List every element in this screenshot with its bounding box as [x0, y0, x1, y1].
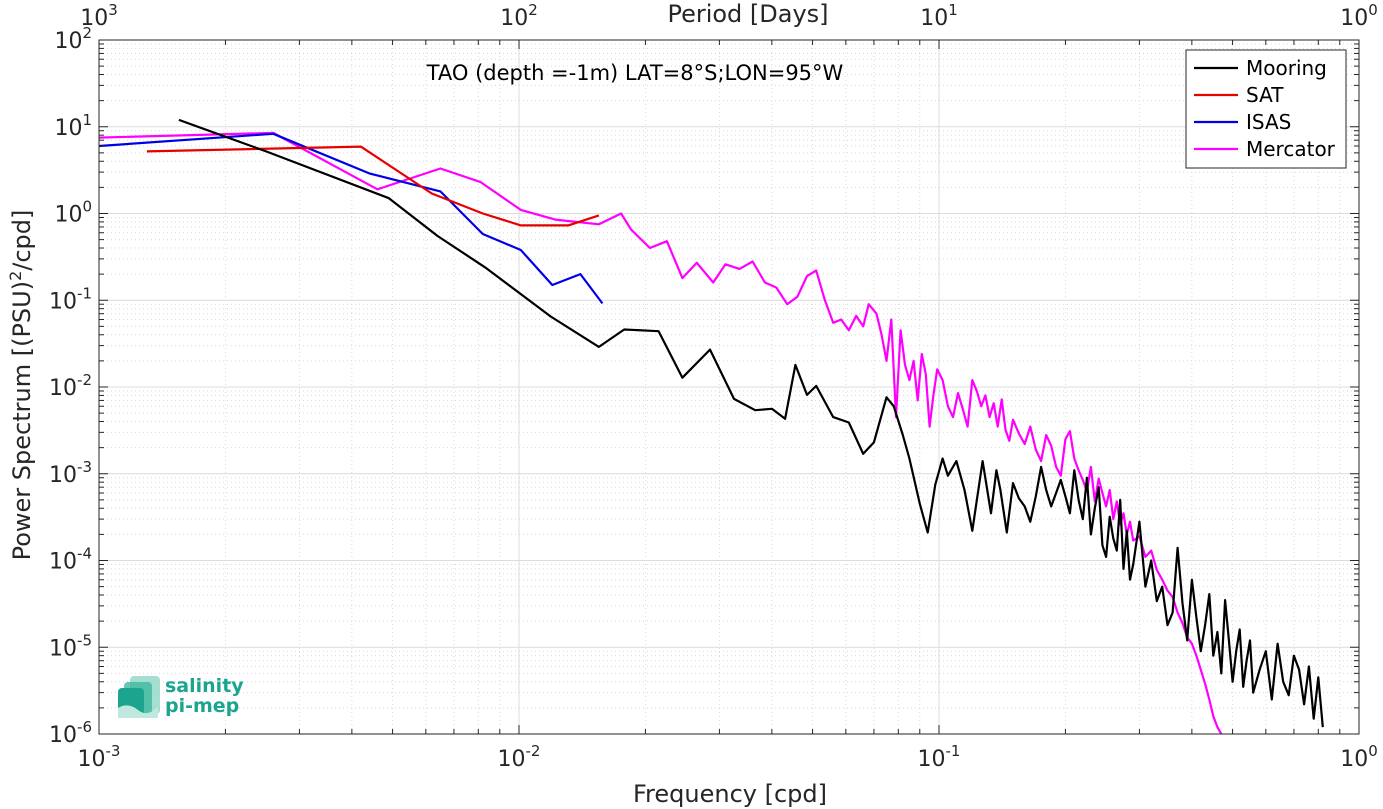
series-line-mooring: [178, 118, 1324, 728]
tick-base: 10: [54, 29, 82, 54]
tick-base: 10: [500, 6, 528, 31]
x-tick-label: 10-3: [78, 742, 121, 772]
series-group: [99, 118, 1324, 734]
tick-base: 10: [49, 376, 77, 401]
series-line-sat: [146, 145, 600, 227]
y-tick-label: 10-4: [49, 545, 92, 575]
top-tick-label: 103: [80, 1, 118, 31]
tick-base: 10: [49, 463, 77, 488]
tick-base: 10: [80, 6, 108, 31]
y-tick-label: 10-5: [49, 631, 92, 661]
tick-exponent: -1: [77, 284, 92, 302]
tick-exponent: 0: [1368, 742, 1378, 760]
tick-exponent: 1: [948, 1, 958, 19]
logo-text-pi-mep: pi-mep: [165, 695, 239, 717]
tick-exponent: -5: [77, 631, 92, 649]
x-tick-label: 10-1: [918, 742, 961, 772]
series-line-mercator: [99, 131, 1223, 734]
tick-base: 10: [498, 747, 526, 772]
x-axis-title: Frequency [cpd]: [633, 780, 827, 808]
tick-exponent: -1: [946, 742, 961, 760]
tick-base: 10: [49, 289, 77, 314]
tick-exponent: 2: [528, 1, 538, 19]
y-axis-title: Power Spectrum [(PSU)2/cpd]: [6, 210, 37, 561]
tick-base: 10: [920, 6, 948, 31]
tick-base: 10: [49, 636, 77, 661]
salinity-pi-mep-logo: salinity pi-mep: [118, 675, 244, 718]
x-tick-label: 10-2: [498, 742, 541, 772]
y-tick-label: 10-3: [49, 458, 92, 488]
logo-text-salinity: salinity: [165, 675, 244, 697]
tick-exponent: 3: [108, 1, 118, 19]
tick-exponent: -2: [526, 742, 541, 760]
tick-exponent: -2: [77, 371, 92, 389]
legend-label: ISAS: [1246, 110, 1291, 134]
tick-base: 10: [918, 747, 946, 772]
top-tick-label: 101: [920, 1, 958, 31]
legend: Mooring SAT ISAS Mercator: [1185, 49, 1347, 169]
legend-label: Mooring: [1246, 56, 1327, 80]
tick-base: 10: [49, 723, 77, 748]
tick-exponent: 2: [82, 24, 92, 42]
tick-base: 10: [54, 203, 82, 228]
x-tick-label: 100: [1340, 742, 1378, 772]
tick-exponent: 0: [1368, 1, 1378, 19]
tick-exponent: -3: [106, 742, 121, 760]
tick-base: 10: [1340, 747, 1368, 772]
top-tick-label: 102: [500, 1, 538, 31]
y-tick-label: 10-2: [49, 371, 92, 401]
y-axis-title-main: Power Spectrum [(PSU): [8, 281, 36, 560]
tick-base: 10: [78, 747, 106, 772]
y-tick-label: 101: [54, 111, 92, 141]
legend-label: SAT: [1246, 83, 1284, 107]
y-axis-title-unit: /cpd]: [8, 210, 36, 271]
tick-base: 10: [54, 116, 82, 141]
y-tick-label: 100: [54, 198, 92, 228]
tick-exponent: 1: [82, 111, 92, 129]
top-tick-label: 100: [1340, 1, 1378, 31]
tick-exponent: 0: [82, 198, 92, 216]
top-axis-title: Period [Days]: [667, 0, 828, 28]
logo-mark-icon: [118, 676, 160, 718]
tick-base: 10: [49, 550, 77, 575]
y-axis-title-sup: 2: [6, 271, 25, 281]
tick-exponent: -4: [77, 545, 92, 563]
tick-exponent: -6: [77, 718, 92, 736]
legend-label: Mercator: [1246, 137, 1336, 161]
axis-ticks: [98, 39, 1360, 735]
y-tick-label: 10-1: [49, 284, 92, 314]
tick-exponent: -3: [77, 458, 92, 476]
y-tick-label: 10-6: [49, 718, 92, 748]
chart-title: TAO (depth =-1m) LAT=8°S;LON=95°W: [426, 61, 844, 85]
tick-base: 10: [1340, 6, 1368, 31]
y-tick-label: 102: [54, 24, 92, 54]
